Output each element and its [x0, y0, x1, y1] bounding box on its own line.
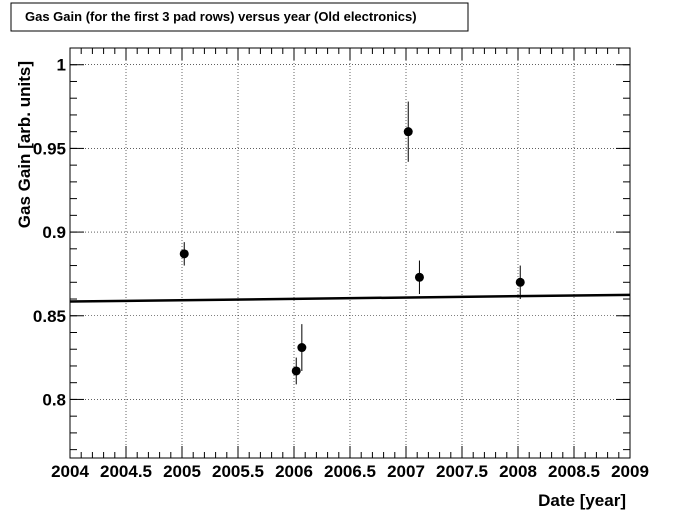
x-tick-label: 2006.5 — [324, 462, 376, 481]
y-tick-label: 0.95 — [33, 139, 66, 158]
x-tick-label: 2008.5 — [548, 462, 600, 481]
data-point — [291, 366, 301, 376]
title-box: Gas Gain (for the first 3 pad rows) vers… — [10, 2, 469, 32]
data-point — [403, 127, 413, 137]
y-axis-title: Gas Gain [arb. units] — [15, 61, 34, 228]
y-tick-label: 0.9 — [42, 223, 66, 242]
axes — [69, 48, 631, 458]
x-tick-label: 2008 — [499, 462, 537, 481]
x-tick-label: 2007.5 — [436, 462, 488, 481]
title-frame — [10, 2, 469, 32]
data-point — [515, 277, 525, 287]
x-tick-label: 2009 — [611, 462, 649, 481]
x-tick-label: 2004.5 — [100, 462, 152, 481]
fit-line — [69, 293, 631, 303]
data-point — [414, 272, 424, 282]
data-points — [179, 101, 525, 385]
y-tick-label: 1 — [57, 56, 66, 75]
x-tick-label: 2005.5 — [212, 462, 264, 481]
x-tick-label: 2005 — [163, 462, 201, 481]
y-tick-label: 0.8 — [42, 390, 66, 409]
chart-title: Gas Gain (for the first 3 pad rows) vers… — [25, 9, 417, 24]
x-tick-label: 2006 — [275, 462, 313, 481]
tick-labels: 2004 2004.5 2005 2005.5 2006 2006.5 2007 2007.5… — [33, 56, 649, 481]
x-tick-label: 2007 — [387, 462, 425, 481]
grid — [70, 48, 630, 458]
fit-line-layer — [69, 293, 631, 303]
data-point — [297, 343, 307, 353]
data-point — [179, 249, 189, 259]
x-tick-label: 2004 — [51, 462, 89, 481]
y-tick-label: 0.85 — [33, 307, 66, 326]
x-axis-title: Date [year] — [538, 491, 626, 510]
